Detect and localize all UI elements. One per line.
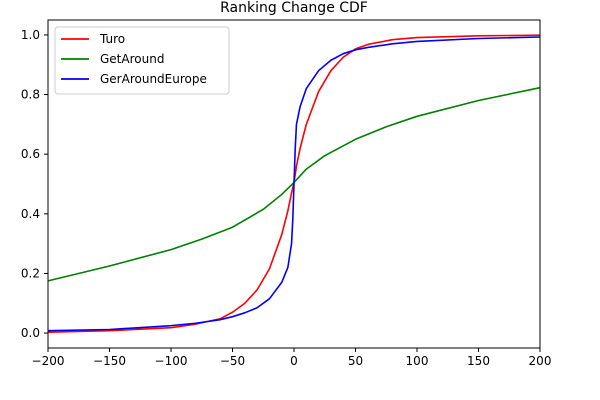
x-tick-label: 200	[529, 354, 552, 368]
y-tick-label: 0.2	[21, 266, 40, 280]
y-tick-label: 0.4	[21, 207, 40, 221]
x-tick-label: −200	[32, 354, 65, 368]
y-tick-label: 0.8	[21, 88, 40, 102]
legend-label: GerAroundEurope	[100, 72, 207, 86]
x-tick-label: 150	[467, 354, 490, 368]
x-tick-label: 0	[290, 354, 298, 368]
legend: Turo GetAround GerAroundEurope	[54, 26, 230, 95]
series-line-geraroundeurope	[47, 36, 541, 332]
x-axis: −200 −150 −100 −50 0 50 100 150 200	[32, 348, 552, 368]
y-tick-label: 0.6	[21, 147, 40, 161]
x-tick-label: −150	[93, 354, 126, 368]
x-tick-label: −100	[155, 354, 188, 368]
x-tick-label: 50	[348, 354, 363, 368]
x-tick-label: −50	[220, 354, 245, 368]
series-layer	[47, 34, 541, 333]
legend-label: GetAround	[100, 52, 164, 66]
y-axis: 0.0 0.2 0.4 0.6 0.8 1.0	[21, 28, 48, 340]
legend-box	[54, 26, 230, 95]
y-tick-label: 0.0	[21, 326, 40, 340]
chart-title: Ranking Change CDF	[220, 0, 368, 16]
x-tick-label: 100	[406, 354, 429, 368]
y-tick-label: 1.0	[21, 28, 40, 42]
legend-label: Turo	[99, 32, 125, 46]
